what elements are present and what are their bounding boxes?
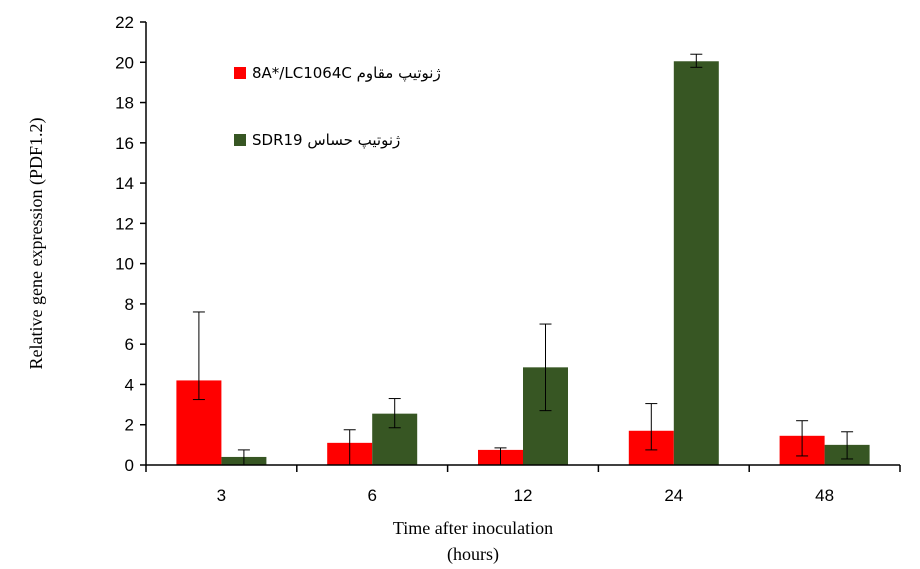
bars-layer: [176, 61, 870, 466]
y-tick-label: 12: [115, 214, 134, 233]
x-axis-title-unit: (hours): [447, 544, 499, 565]
legend-label-resistant: 8A*/LC1064C ژنوتیپ مقاوم: [252, 64, 441, 83]
legend: 8A*/LC1064C ژنوتیپ مقاوم SDR19 ژنوتیپ حس…: [234, 64, 441, 150]
y-tick-label: 18: [115, 94, 134, 113]
x-tick-label: 3: [217, 486, 226, 505]
x-tick-label: 12: [514, 486, 533, 505]
y-tick-label: 16: [115, 134, 134, 153]
legend-label-susceptible: SDR19 ژنوتیپ حساس: [252, 131, 400, 150]
y-ticks: 0 2 4 6 8 10 12 14 16 18 20 22: [115, 13, 146, 475]
y-tick-label: 8: [125, 295, 134, 314]
x-tick-label: 24: [664, 486, 683, 505]
bar-susceptible: [673, 61, 719, 466]
y-tick-label: 14: [115, 174, 134, 193]
legend-swatch-susceptible: [234, 134, 246, 146]
y-tick-label: 10: [115, 255, 134, 274]
y-axis-title: Relative gene expression (PDF1.2): [26, 118, 47, 370]
y-tick-label: 6: [125, 335, 134, 354]
x-tick-label: 6: [367, 486, 376, 505]
legend-swatch-resistant: [234, 67, 246, 79]
x-axis-title: Time after inoculation: [393, 518, 553, 538]
y-tick-label: 2: [125, 416, 134, 435]
x-ticks: 3 6 12 24 48: [145, 465, 901, 505]
x-tick-label: 48: [815, 486, 834, 505]
y-tick-label: 20: [115, 53, 134, 72]
y-tick-label: 22: [115, 13, 134, 32]
axes-layer: [145, 22, 900, 466]
y-tick-label: 0: [125, 456, 134, 475]
y-tick-label: 4: [125, 375, 134, 394]
